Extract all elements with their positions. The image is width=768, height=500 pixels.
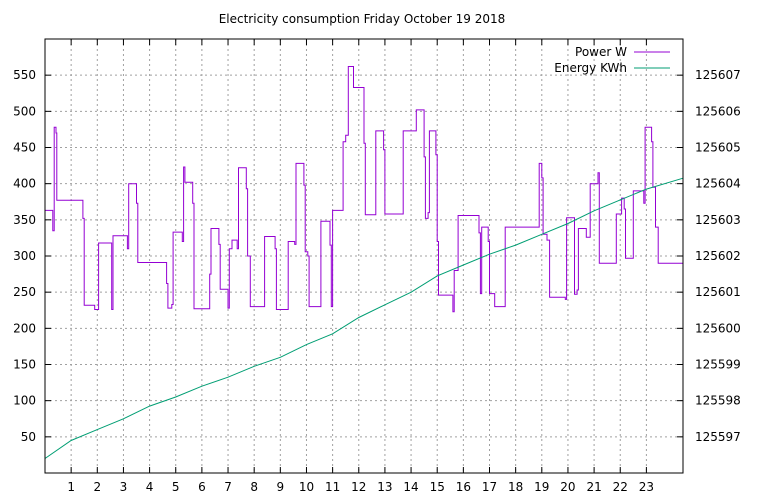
x-tick-label: 12 bbox=[351, 480, 366, 494]
y2-tick-label: 125599 bbox=[695, 358, 741, 372]
x-tick-label: 13 bbox=[377, 480, 392, 494]
chart-title: Electricity consumption Friday October 1… bbox=[219, 12, 506, 26]
x-tick-label: 22 bbox=[613, 480, 628, 494]
legend-label: Power W bbox=[575, 45, 627, 59]
y-tick-label: 450 bbox=[13, 141, 36, 155]
y2-tick-label: 125606 bbox=[695, 104, 741, 118]
y-tick-label: 500 bbox=[13, 104, 36, 118]
x-tick-label: 15 bbox=[430, 480, 445, 494]
y-tick-label: 200 bbox=[13, 321, 36, 335]
y-tick-label: 100 bbox=[13, 394, 36, 408]
series-layer bbox=[44, 66, 684, 459]
x-tick-label: 21 bbox=[586, 480, 601, 494]
y2-tick-label: 125607 bbox=[695, 68, 741, 82]
x-tick-label: 10 bbox=[299, 480, 314, 494]
x-tick-label: 19 bbox=[534, 480, 549, 494]
x-tick-label: 18 bbox=[508, 480, 523, 494]
x-tick-label: 6 bbox=[198, 480, 206, 494]
y-tick-label: 400 bbox=[13, 177, 36, 191]
y2-tick-label: 125598 bbox=[695, 394, 741, 408]
x-tick-label: 7 bbox=[224, 480, 232, 494]
y2-tick-label: 125601 bbox=[695, 285, 741, 299]
x-tick-label: 16 bbox=[456, 480, 471, 494]
x-tick-label: 3 bbox=[120, 480, 128, 494]
x-tick-label: 23 bbox=[639, 480, 654, 494]
x-tick-label: 4 bbox=[146, 480, 154, 494]
x-tick-label: 2 bbox=[93, 480, 101, 494]
y-tick-label: 50 bbox=[21, 430, 36, 444]
y2-tick-label: 125603 bbox=[695, 213, 741, 227]
x-tick-label: 5 bbox=[172, 480, 180, 494]
series-line-power bbox=[45, 66, 683, 313]
y2-tick-label: 125605 bbox=[695, 141, 741, 155]
legend: Power W Energy KWh bbox=[554, 45, 670, 75]
y-tick-label: 550 bbox=[13, 68, 36, 82]
y2-tick-label: 125600 bbox=[695, 321, 741, 335]
y2-tick-label: 125597 bbox=[695, 430, 741, 444]
y2-tick-label: 125604 bbox=[695, 177, 741, 191]
x-tick-label: 9 bbox=[277, 480, 285, 494]
x-tick-label: 17 bbox=[482, 480, 497, 494]
grid bbox=[45, 39, 683, 473]
y-tick-label: 300 bbox=[13, 249, 36, 263]
y-tick-label: 150 bbox=[13, 358, 36, 372]
ticks: 1 2 3 4 5 6 7 8 9 10 11 12 13 14 15 16 17 18 19 20 21 22 23501… bbox=[13, 39, 741, 494]
y-tick-label: 350 bbox=[13, 213, 36, 227]
x-tick-label: 14 bbox=[403, 480, 418, 494]
y-tick-label: 250 bbox=[13, 285, 36, 299]
x-tick-label: 20 bbox=[560, 480, 575, 494]
series-line-energy bbox=[44, 177, 684, 459]
x-tick-label: 8 bbox=[250, 480, 258, 494]
legend-label: Energy KWh bbox=[554, 61, 627, 75]
x-tick-label: 11 bbox=[325, 480, 340, 494]
x-tick-label: 1 bbox=[67, 480, 75, 494]
y2-tick-label: 125602 bbox=[695, 249, 741, 263]
